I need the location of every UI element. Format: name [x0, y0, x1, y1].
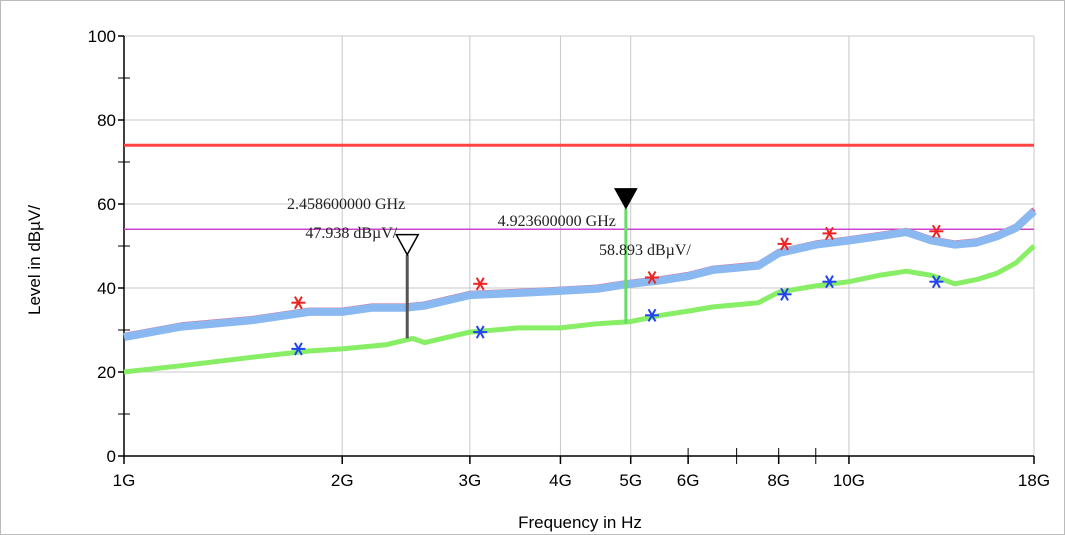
average-point — [645, 308, 660, 322]
traces — [123, 207, 1037, 375]
limit-lines — [124, 143, 1034, 230]
x-tick-label: 18G — [1018, 471, 1050, 490]
peak-point — [777, 237, 792, 251]
y-tick-label: 100 — [88, 27, 116, 46]
marker-level: 47.938 dBµV/ — [305, 225, 397, 242]
x-tick-label: 6G — [677, 471, 700, 490]
tick-labels: 0 20 40 60 80 100 1G 2G 3G 4G 5G 6G 8G 10G 18G — [88, 27, 1050, 490]
average-point — [291, 342, 306, 356]
marker-triangle-filled — [614, 188, 638, 210]
y-tick-label: 0 — [107, 447, 116, 466]
x-axis-title: Frequency in Hz — [518, 513, 642, 532]
x-tick-label: 5G — [619, 471, 642, 490]
average-point — [822, 275, 837, 289]
markers: 2.458600000 GHz 47.938 dBµV/4.923600000 G… — [287, 188, 691, 259]
x-tick-label: 2G — [331, 471, 354, 490]
y-tick-label: 40 — [97, 279, 116, 298]
x-tick-label: 1G — [113, 471, 136, 490]
marker-frequency: 4.923600000 GHz — [498, 213, 616, 230]
marker-level: 58.893 dBµV/ — [599, 242, 691, 259]
x-tick-label: 8G — [767, 471, 790, 490]
peak-point — [822, 226, 837, 240]
x-tick-label: 4G — [549, 471, 572, 490]
marker-triangle-open — [394, 233, 420, 257]
marker-frequency: 2.458600000 GHz — [287, 196, 405, 213]
average-point — [929, 275, 944, 289]
peak-point — [291, 296, 306, 310]
x-tick-label: 10G — [833, 471, 865, 490]
peak-point — [929, 224, 944, 238]
average-point — [777, 287, 792, 301]
y-tick-label: 20 — [97, 363, 116, 382]
peak-trace — [123, 208, 1037, 342]
peak-point — [473, 277, 488, 291]
axes — [118, 35, 1035, 464]
peak-point — [645, 270, 660, 285]
x-tick-label: 3G — [459, 471, 482, 490]
y-tick-label: 60 — [97, 195, 116, 214]
average-point — [473, 325, 488, 339]
points — [291, 224, 944, 356]
y-axis-title: Level in dBµV/ — [25, 205, 44, 315]
y-tick-label: 80 — [97, 111, 116, 130]
